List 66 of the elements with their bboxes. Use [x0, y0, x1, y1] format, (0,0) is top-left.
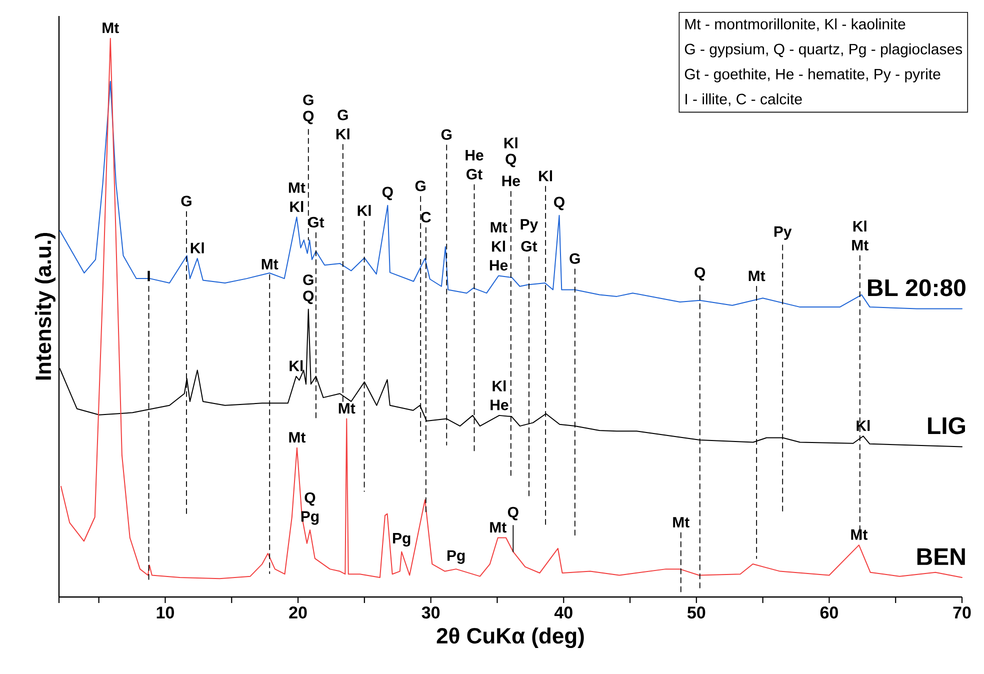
annotation: Mt — [673, 517, 690, 528]
annotation: Q — [303, 290, 314, 304]
annotation: Kl — [853, 220, 866, 232]
x-tick-label: 70 — [953, 606, 971, 619]
annotation: He — [502, 176, 520, 186]
annotation: I - illite, C - calcite — [686, 93, 802, 106]
series-label: BEN — [917, 548, 965, 565]
annotation: He — [490, 260, 508, 271]
annotation: Mt — [289, 432, 306, 443]
x-tick-label: 30 — [422, 606, 440, 619]
series-label: LIG — [928, 417, 965, 434]
annotation: Kl — [290, 360, 303, 372]
annotation: Kl — [358, 204, 371, 216]
annotation: Py — [520, 219, 538, 233]
annotation: He — [490, 400, 508, 410]
annotation: Kl — [856, 420, 870, 431]
annotation: Mt — [851, 529, 868, 540]
x-axis-title: 2θ CuKα (deg) — [436, 627, 584, 648]
annotation: G — [303, 94, 314, 106]
annotation: Kl — [336, 128, 350, 140]
annotation: Pg — [447, 550, 465, 564]
annotation: He — [466, 150, 484, 160]
annotation: Mt — [490, 522, 506, 533]
annotation: Mt — [852, 240, 868, 250]
x-tick-label: 20 — [289, 606, 307, 619]
annotation: G - gypsium, Q - quartz, Pg - plagioclases — [684, 43, 962, 58]
x-tick-label: 50 — [687, 606, 706, 619]
annotation: Q — [382, 186, 393, 200]
annotation: Q — [508, 506, 518, 520]
annotation: G — [415, 180, 426, 192]
annotation: Gt — [466, 168, 482, 180]
annotation: Q — [694, 267, 706, 281]
y-axis-title: Intensity (a.u.) — [34, 233, 56, 380]
text: Mt - montmorillonite, Kl - kaolinite — [685, 18, 906, 32]
annotation: Pg — [393, 533, 410, 547]
annotation: Mt — [748, 270, 766, 282]
annotation: Q — [304, 492, 316, 506]
annotation: Q — [303, 110, 314, 124]
x-tick-label: 60 — [820, 606, 838, 619]
x-tick-label: 40 — [554, 606, 572, 619]
annotation: Mt — [262, 259, 278, 270]
series-label: BL 20:80 — [868, 279, 966, 296]
annotation: Mt — [338, 403, 356, 414]
annotation: Q — [554, 196, 564, 210]
annotation: Gt - goethite, He - hematite, Py - pyrite — [684, 68, 940, 82]
annotation: Mt — [490, 222, 508, 233]
annotation: Q — [506, 154, 516, 168]
annotation: Kl — [539, 170, 552, 182]
annotation: Mt — [288, 182, 306, 193]
annotation: Kl — [492, 240, 505, 252]
annotation: Kl — [290, 201, 304, 212]
annotation: Gt — [308, 216, 324, 228]
annotation: Kl — [190, 242, 204, 254]
x-tick-label: 10 — [156, 606, 174, 619]
annotation: G — [570, 253, 580, 264]
annotation: Py — [774, 226, 792, 240]
annotation: Gt — [521, 240, 538, 252]
annotation: G — [181, 196, 192, 206]
annotation: Mt — [102, 22, 119, 34]
annotation: Kl — [504, 137, 518, 148]
annotation: Kl — [492, 380, 506, 392]
annotation: G — [303, 274, 314, 286]
annotation: C — [421, 212, 431, 223]
annotation: G — [338, 110, 348, 120]
annotation: G — [441, 129, 452, 140]
annotation: I — [148, 270, 150, 282]
